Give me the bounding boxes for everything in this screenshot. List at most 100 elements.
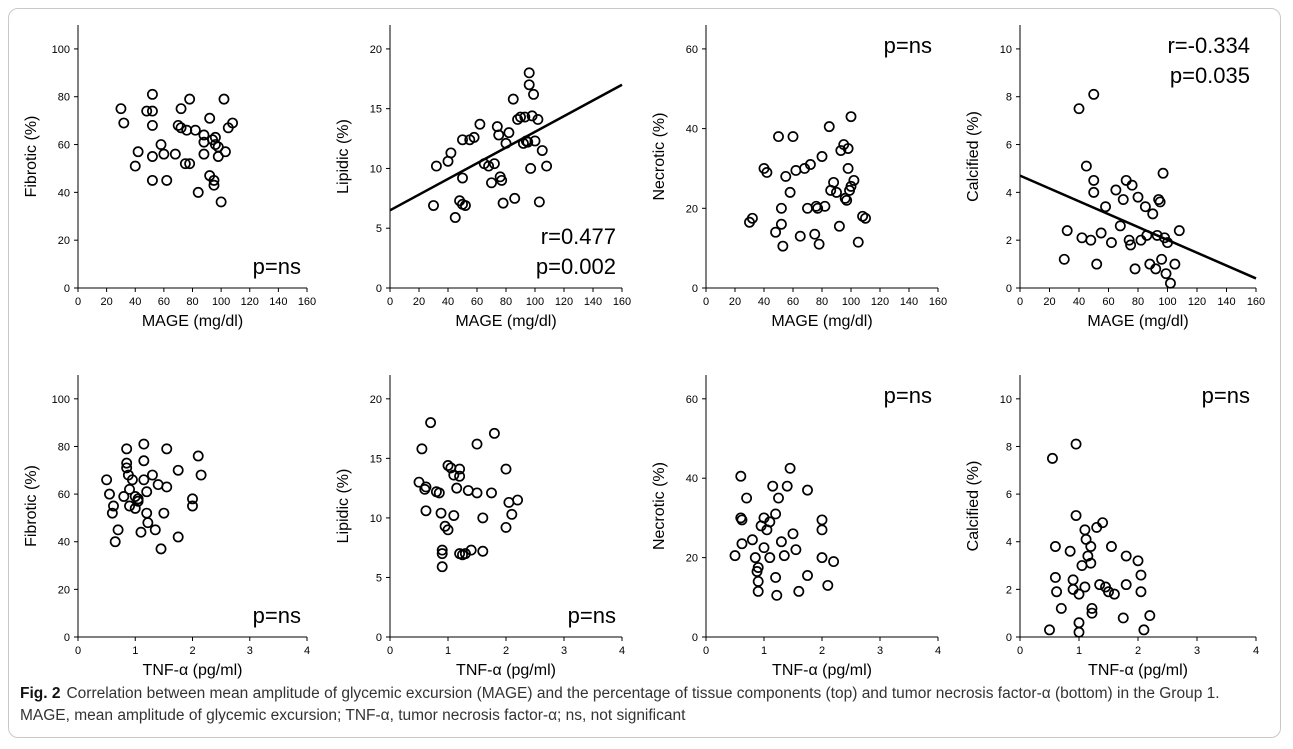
data-point	[208, 179, 220, 191]
stat-annotation: p=ns	[884, 383, 932, 408]
data-point	[1088, 174, 1100, 186]
data-point	[112, 524, 124, 536]
data-point	[1150, 263, 1162, 275]
data-point	[146, 119, 158, 131]
x-tick-label: 0	[75, 296, 81, 308]
y-tick-label: 2	[1006, 235, 1012, 247]
data-point	[857, 210, 869, 222]
data-point	[816, 151, 828, 162]
data-point	[126, 474, 138, 486]
y-axis-label: Calcified (%)	[965, 111, 982, 202]
data-point	[468, 131, 480, 143]
y-tick-label: 20	[58, 235, 70, 247]
x-tick-label: 1	[445, 645, 451, 657]
data-point	[784, 462, 796, 474]
data-point	[1085, 234, 1097, 246]
y-tick-label: 60	[686, 394, 698, 406]
data-point	[435, 507, 447, 519]
y-tick-label: 0	[64, 632, 70, 644]
y-tick-label: 20	[58, 584, 70, 596]
data-point	[454, 463, 466, 475]
data-point	[436, 561, 448, 573]
data-point	[124, 500, 135, 512]
x-tick-label: 0	[387, 296, 393, 308]
x-axis-label: TNF-α (pg/ml)	[1088, 662, 1188, 679]
y-tick-label: 60	[58, 489, 70, 501]
data-point	[115, 103, 127, 115]
data-point	[771, 589, 783, 601]
x-axis-label: MAGE (mg/dl)	[455, 313, 556, 330]
stat-annotation: r=0.477	[541, 224, 616, 249]
x-tick-label: 40	[442, 296, 454, 308]
data-point	[1049, 572, 1061, 583]
data-point	[471, 487, 483, 499]
x-tick-label: 0	[703, 296, 709, 308]
data-point	[1079, 524, 1091, 536]
data-point	[138, 455, 150, 467]
data-point	[802, 484, 813, 496]
data-point	[1067, 583, 1079, 595]
data-point	[465, 544, 477, 556]
data-point	[770, 572, 782, 583]
data-point	[1073, 617, 1085, 629]
data-point	[135, 526, 147, 538]
data-point	[142, 517, 154, 529]
data-point	[1144, 610, 1156, 622]
stat-annotation: p=ns	[568, 603, 616, 628]
x-tick-label: 4	[304, 645, 310, 657]
y-axis-label: Calcified (%)	[965, 461, 982, 552]
scatter-chart-1: 0 20 40 60 80 100 0 20 40 60 80 100 120 140 160 MAGE (m…	[23, 25, 316, 330]
data-point	[777, 240, 789, 252]
data-point	[503, 127, 515, 139]
scatter-chart-2: 0 5 10 15 20 0 20 40 60 80 100 120 140 160 MAGE (mg/dl…	[335, 25, 631, 330]
y-tick-label: 8	[1006, 441, 1012, 453]
data-point	[155, 139, 167, 150]
y-tick-label: 60	[686, 44, 698, 56]
x-axis-label: TNF-α (pg/ml)	[772, 662, 872, 679]
y-axis-label: Fibrotic (%)	[23, 465, 40, 547]
data-point	[1125, 239, 1137, 251]
data-point	[1079, 581, 1091, 593]
y-tick-label: 0	[64, 283, 70, 295]
data-point	[138, 438, 150, 450]
data-point	[448, 469, 460, 481]
data-point	[141, 507, 153, 519]
x-tick-label: 120	[1188, 296, 1206, 308]
y-tick-label: 15	[370, 453, 382, 465]
scatter-chart-3: 0 20 40 60 0 20 40 60 80 100 120 140 160 MAGE (mg/dl)…	[651, 25, 947, 330]
y-tick-label: 0	[376, 283, 382, 295]
data-point	[448, 510, 460, 521]
x-tick-label: 60	[787, 296, 799, 308]
data-point	[828, 176, 840, 188]
data-point	[184, 93, 196, 105]
data-point	[764, 552, 776, 564]
y-tick-label: 10	[370, 513, 382, 525]
data-point	[457, 134, 468, 146]
data-point	[141, 486, 153, 498]
scatter-chart-5: 0 20 40 60 80 100 0 1 2 3 4 TNF-α (pg/ml) Fibrotic (…	[23, 375, 310, 679]
data-point	[425, 417, 437, 429]
data-point	[746, 212, 758, 224]
data-point	[831, 186, 842, 198]
y-tick-label: 10	[370, 163, 382, 175]
data-point	[433, 487, 445, 499]
data-point	[1135, 586, 1147, 598]
data-point	[802, 570, 813, 581]
data-point	[1085, 541, 1097, 552]
data-point	[428, 200, 439, 211]
data-point	[169, 148, 181, 160]
data-point	[1086, 607, 1098, 619]
x-tick-label: 2	[1135, 645, 1141, 657]
y-axis-label: Lipidic (%)	[335, 469, 352, 544]
x-tick-label: 40	[129, 296, 141, 308]
data-point	[1132, 555, 1144, 567]
data-point	[1160, 268, 1172, 280]
data-point	[1076, 560, 1088, 571]
data-point	[430, 160, 442, 172]
data-point	[158, 148, 170, 160]
x-tick-label: 4	[935, 645, 941, 657]
y-tick-label: 4	[1006, 537, 1012, 549]
stat-annotation: r=-0.334	[1167, 33, 1250, 58]
data-point	[146, 88, 158, 100]
